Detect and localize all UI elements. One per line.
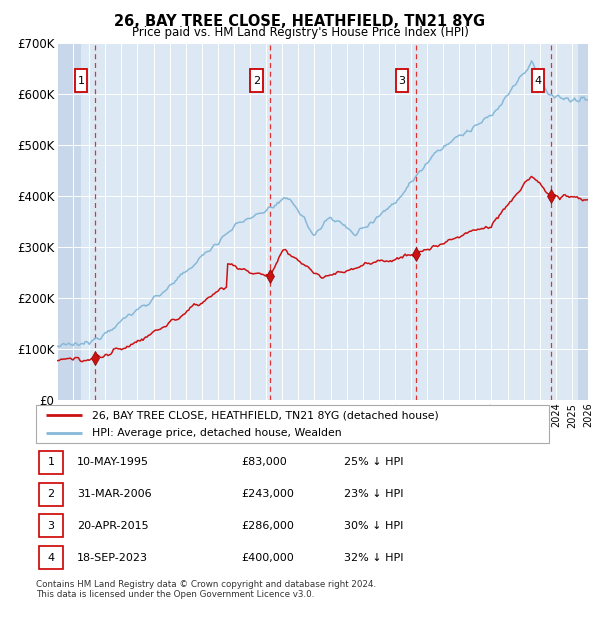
Text: 30% ↓ HPI: 30% ↓ HPI <box>344 521 403 531</box>
FancyBboxPatch shape <box>38 451 63 474</box>
Text: 1: 1 <box>78 76 85 86</box>
FancyBboxPatch shape <box>38 515 63 538</box>
Text: £83,000: £83,000 <box>241 458 287 467</box>
FancyBboxPatch shape <box>532 69 544 92</box>
Text: 20-APR-2015: 20-APR-2015 <box>77 521 149 531</box>
FancyBboxPatch shape <box>38 482 63 505</box>
Text: 3: 3 <box>47 521 55 531</box>
Text: 2: 2 <box>253 76 260 86</box>
Text: 2: 2 <box>47 489 55 499</box>
FancyBboxPatch shape <box>75 69 88 92</box>
FancyBboxPatch shape <box>250 69 263 92</box>
Text: Price paid vs. HM Land Registry's House Price Index (HPI): Price paid vs. HM Land Registry's House … <box>131 26 469 39</box>
Text: Contains HM Land Registry data © Crown copyright and database right 2024.
This d: Contains HM Land Registry data © Crown c… <box>36 580 376 599</box>
Text: £243,000: £243,000 <box>241 489 294 499</box>
Text: 18-SEP-2023: 18-SEP-2023 <box>77 552 148 562</box>
Text: 26, BAY TREE CLOSE, HEATHFIELD, TN21 8YG (detached house): 26, BAY TREE CLOSE, HEATHFIELD, TN21 8YG… <box>92 410 439 420</box>
Bar <box>57 43 81 400</box>
Text: £286,000: £286,000 <box>241 521 294 531</box>
FancyBboxPatch shape <box>36 405 549 443</box>
Text: 23% ↓ HPI: 23% ↓ HPI <box>344 489 403 499</box>
Text: £400,000: £400,000 <box>241 552 294 562</box>
Text: 31-MAR-2006: 31-MAR-2006 <box>77 489 152 499</box>
FancyBboxPatch shape <box>38 546 63 569</box>
Text: HPI: Average price, detached house, Wealden: HPI: Average price, detached house, Weal… <box>92 428 342 438</box>
Text: 10-MAY-1995: 10-MAY-1995 <box>77 458 149 467</box>
FancyBboxPatch shape <box>396 69 408 92</box>
Text: 4: 4 <box>534 76 541 86</box>
Text: 3: 3 <box>398 76 406 86</box>
Text: 1: 1 <box>47 458 55 467</box>
Text: 26, BAY TREE CLOSE, HEATHFIELD, TN21 8YG: 26, BAY TREE CLOSE, HEATHFIELD, TN21 8YG <box>115 14 485 29</box>
Text: 25% ↓ HPI: 25% ↓ HPI <box>344 458 403 467</box>
Text: 32% ↓ HPI: 32% ↓ HPI <box>344 552 403 562</box>
Bar <box>578 43 588 400</box>
Text: 4: 4 <box>47 552 55 562</box>
